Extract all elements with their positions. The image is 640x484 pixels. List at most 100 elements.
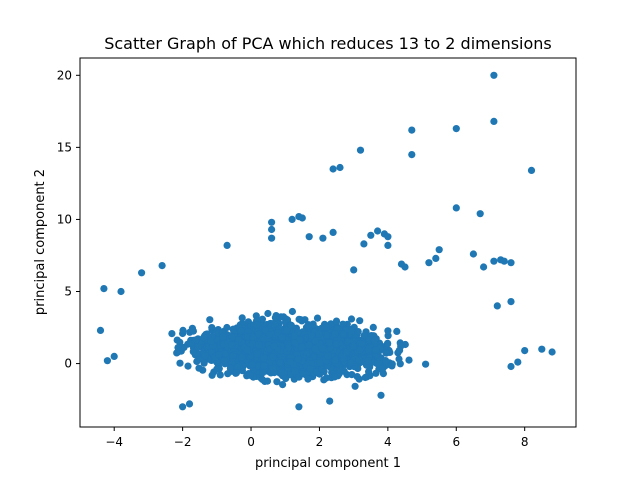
data-point (405, 356, 413, 364)
data-point (96, 326, 105, 334)
data-point (452, 125, 460, 133)
y-axis-label: principal component 2 (33, 169, 48, 315)
data-point (332, 317, 341, 325)
data-point (219, 333, 227, 341)
data-point (384, 233, 392, 241)
data-point (168, 330, 176, 338)
data-point (331, 373, 339, 381)
data-point (264, 309, 272, 318)
data-point (246, 371, 254, 379)
data-point (353, 373, 361, 381)
data-point (384, 241, 392, 249)
data-point (215, 351, 223, 359)
data-point (270, 342, 278, 350)
data-point (356, 346, 364, 354)
plot-frame (79, 57, 577, 428)
data-point (384, 340, 392, 348)
data-point (500, 257, 508, 265)
data-point (347, 315, 356, 323)
data-point (238, 353, 246, 361)
data-point (117, 287, 125, 296)
data-point (194, 343, 202, 351)
data-point (364, 357, 372, 365)
data-point (283, 326, 291, 335)
data-point (255, 341, 263, 349)
data-point (347, 327, 356, 335)
data-point (340, 354, 348, 363)
data-point (216, 371, 224, 379)
data-point (370, 336, 379, 344)
data-point (221, 350, 229, 358)
data-point (360, 331, 368, 340)
data-point (208, 371, 216, 379)
data-point (514, 358, 522, 366)
y-tick-label: 20 (57, 68, 72, 82)
data-point (432, 254, 440, 262)
data-point (269, 364, 277, 372)
data-point (185, 400, 194, 408)
data-point (299, 369, 307, 377)
data-point (356, 317, 364, 325)
data-point (291, 367, 299, 375)
data-point (184, 362, 192, 370)
data-point (379, 370, 387, 378)
chart-title: Scatter Graph of PCA which reduces 13 to… (104, 34, 552, 53)
data-point (476, 210, 484, 218)
x-tick-label: 4 (384, 435, 392, 449)
data-point (305, 341, 313, 349)
data-point (422, 360, 430, 368)
data-point (347, 359, 355, 367)
data-point (384, 327, 392, 335)
data-point (243, 346, 251, 354)
data-point (527, 166, 536, 174)
data-point (298, 214, 306, 222)
data-point (220, 357, 228, 365)
data-point (265, 331, 273, 339)
data-point (260, 354, 268, 362)
data-point (305, 321, 313, 329)
data-point (286, 358, 294, 366)
data-point (538, 345, 546, 353)
x-tick-label: −4 (105, 435, 123, 449)
data-point (355, 356, 363, 364)
data-point (507, 259, 515, 267)
data-point (298, 343, 306, 351)
data-point (342, 348, 351, 356)
data-point (350, 266, 358, 274)
data-point (332, 340, 340, 348)
data-point (295, 403, 303, 411)
data-point (493, 302, 501, 310)
data-point (180, 343, 188, 351)
x-tick-label: −2 (174, 435, 192, 449)
data-point (325, 339, 333, 347)
data-point (273, 378, 281, 386)
data-point (490, 117, 498, 125)
data-point (215, 365, 223, 373)
data-point (208, 324, 216, 332)
data-point (374, 360, 382, 368)
data-point (548, 348, 556, 356)
data-point (294, 355, 302, 363)
data-point (425, 259, 433, 267)
data-point (369, 323, 377, 331)
data-point (401, 263, 409, 271)
data-point (248, 360, 257, 369)
data-point (288, 307, 296, 316)
data-point (138, 269, 146, 277)
data-point (329, 228, 337, 236)
data-point (295, 315, 303, 323)
data-point (372, 346, 380, 354)
data-point (336, 163, 344, 172)
data-point (238, 314, 246, 322)
data-point (329, 165, 337, 173)
data-point (259, 369, 267, 377)
data-point (435, 246, 443, 254)
data-point (358, 340, 366, 348)
data-point (223, 241, 231, 249)
y-axis-ticks: 0 5 10 15 20 (57, 68, 80, 371)
data-point (393, 327, 401, 335)
data-point (189, 348, 197, 356)
data-point (263, 377, 272, 385)
data-point (179, 326, 187, 334)
data-point (291, 332, 299, 340)
